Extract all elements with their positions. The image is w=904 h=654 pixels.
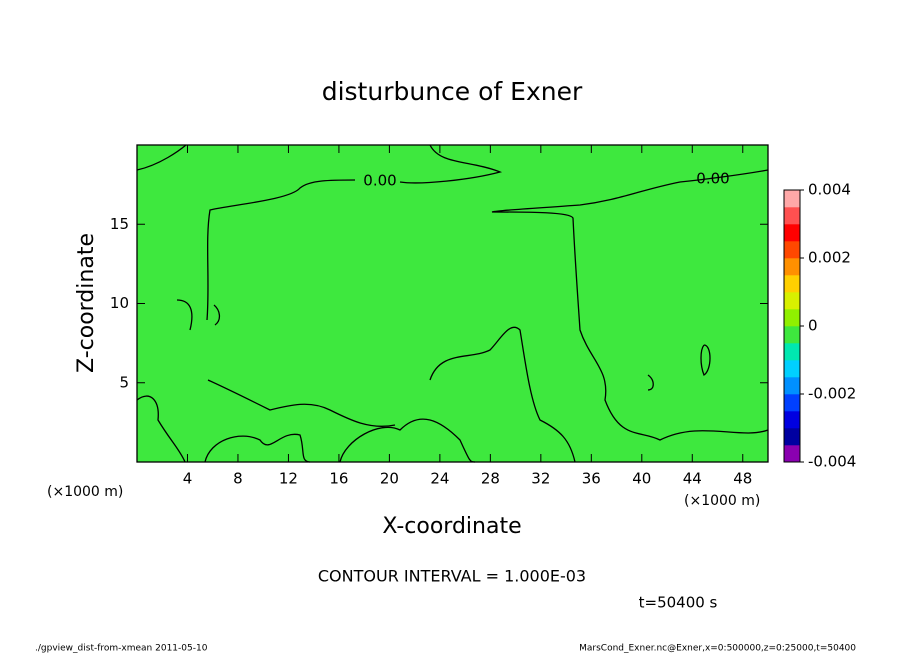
colorbar-swatch (784, 377, 800, 395)
colorbar-tick-label: -0.004 (808, 453, 856, 471)
y-tick-label: 10 (110, 294, 129, 312)
y-unit: (×1000 m) (47, 484, 123, 500)
colorbar-swatch (784, 207, 800, 225)
colorbar-tick-label: -0.002 (808, 385, 856, 403)
chart-title: disturbunce of Exner (322, 77, 583, 106)
colorbar-swatch (784, 258, 800, 276)
colorbar-swatch (784, 445, 800, 463)
colorbar-swatch (784, 190, 800, 208)
x-tick-label: 28 (481, 470, 500, 488)
colorbar-swatch (784, 411, 800, 429)
y-tick-label: 15 (110, 215, 129, 233)
colorbar-swatch (784, 275, 800, 293)
colorbar-swatch (784, 428, 800, 446)
x-tick-label: 20 (380, 470, 399, 488)
colorbar-tick-label: 0.002 (808, 249, 851, 267)
colorbar-tick-label: 0 (808, 317, 818, 335)
contour-lines (136, 144, 769, 463)
x-tick-label: 48 (733, 470, 752, 488)
annotation: CONTOUR INTERVAL = 1.000E-03 (318, 567, 586, 586)
contour-label: 0.00 (696, 170, 729, 188)
colorbar-swatch (784, 309, 800, 327)
x-tick-label: 12 (279, 470, 298, 488)
colorbar-tick-label: 0.004 (808, 181, 851, 199)
colorbar-swatch (784, 394, 800, 412)
y-axis-label: Z-coordinate (74, 233, 99, 373)
x-axis-label: X-coordinate (382, 514, 521, 539)
plot-fill (137, 145, 768, 462)
x-tick-label: 8 (233, 470, 243, 488)
colorbar-swatch (784, 224, 800, 242)
colorbar-swatch (784, 326, 800, 344)
colorbar-swatch (784, 292, 800, 310)
footer-left: ./gpview_dist-from-xmean 2011-05-10 (35, 644, 208, 654)
x-tick-label: 36 (582, 470, 601, 488)
footer-right: MarsCond_Exner.nc@Exner,x=0:500000,z=0:2… (579, 644, 856, 654)
contour-label: 0.00 (363, 172, 396, 190)
x-tick-label: 44 (683, 470, 702, 488)
x-tick-label: 4 (183, 470, 193, 488)
colorbar-swatch (784, 360, 800, 378)
time-label: t=50400 s (639, 594, 718, 612)
x-tick-label: 40 (632, 470, 651, 488)
colorbar-swatch (784, 343, 800, 361)
x-tick-label: 32 (531, 470, 550, 488)
x-tick-label: 24 (430, 470, 449, 488)
y-tick-label: 5 (119, 373, 129, 391)
x-tick-label: 16 (329, 470, 348, 488)
colorbar-swatch (784, 241, 800, 259)
x-unit: (×1000 m) (684, 493, 760, 509)
